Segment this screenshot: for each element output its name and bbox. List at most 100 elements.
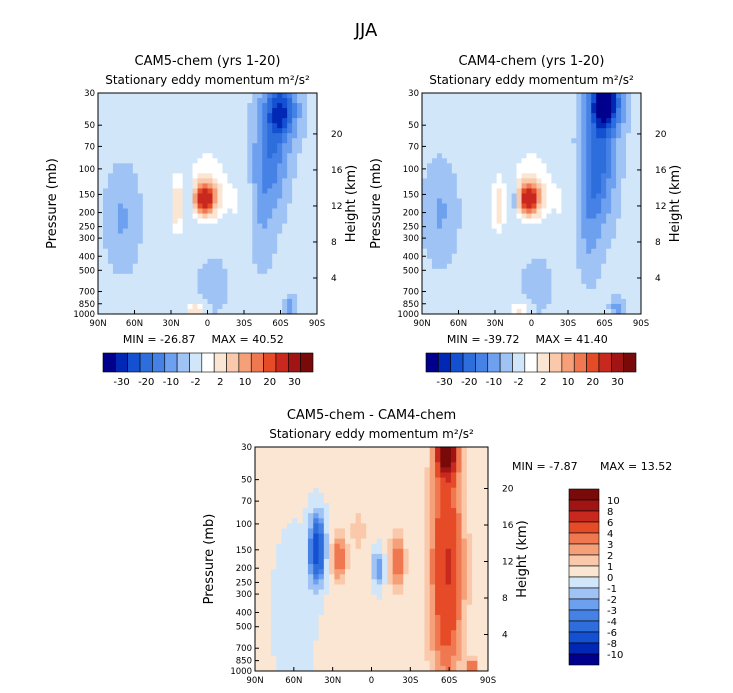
contour-cell — [355, 579, 362, 585]
contour-cell — [360, 569, 367, 575]
contour-cell — [345, 594, 351, 601]
contour-cell — [212, 273, 218, 280]
contour-cell — [546, 163, 552, 169]
contour-cell — [217, 258, 223, 265]
contour-cell — [606, 263, 612, 270]
contour-cell — [252, 183, 258, 189]
contour-cell — [360, 615, 367, 621]
contour-cell — [117, 283, 124, 290]
contour-cell — [601, 213, 607, 219]
contour-cell — [546, 158, 552, 164]
contour-cell — [207, 198, 213, 204]
contour-cell — [616, 183, 622, 189]
contour-cell — [334, 650, 341, 657]
contour-cell — [242, 248, 248, 255]
contour-cell — [167, 303, 174, 310]
contour-cell — [260, 523, 266, 529]
contour-cell — [596, 158, 602, 164]
contour-cell — [232, 108, 238, 114]
contour-cell — [192, 228, 198, 235]
contour-cell — [147, 288, 154, 295]
contour-cell — [260, 462, 266, 468]
contour-cell — [281, 564, 288, 570]
contour-cell — [257, 148, 263, 154]
contour-cell — [132, 188, 139, 194]
contour-cell — [576, 143, 582, 149]
contour-cell — [257, 248, 263, 255]
contour-cell — [107, 178, 114, 184]
contour-cell — [292, 467, 298, 473]
contour-cell — [329, 457, 335, 463]
contour-cell — [339, 584, 346, 590]
contour-cell — [265, 548, 272, 555]
contour-cell — [566, 223, 572, 230]
contour-cell — [242, 278, 248, 285]
contour-cell — [312, 133, 318, 139]
contour-cell — [329, 640, 335, 646]
contour-cell — [277, 203, 283, 209]
contour-cell — [501, 268, 508, 275]
contour-cell — [132, 223, 139, 230]
contour-cell — [276, 584, 282, 590]
contour-cell — [531, 293, 537, 300]
contour-cell — [566, 163, 572, 169]
contour-cell — [566, 273, 572, 280]
contour-cell — [506, 183, 512, 189]
contour-cell — [431, 263, 438, 270]
contour-cell — [152, 198, 159, 204]
contour-cell — [476, 298, 483, 305]
contour-cell — [596, 173, 602, 179]
contour-cell — [491, 203, 498, 209]
contour-cell — [616, 298, 622, 305]
contour-cell — [496, 293, 503, 300]
contour-cell — [318, 650, 325, 657]
contour-cell — [486, 123, 493, 129]
contour-cell — [576, 248, 582, 255]
contour-cell — [276, 655, 282, 662]
contour-cell — [323, 548, 330, 555]
contour-cell — [506, 243, 512, 250]
contour-cell — [286, 518, 293, 524]
contour-cell — [297, 553, 304, 560]
contour-cell — [476, 288, 483, 295]
contour-cell — [426, 138, 433, 144]
contour-cell — [127, 198, 134, 204]
contour-cell — [451, 283, 458, 290]
contour-cell — [329, 447, 335, 453]
contour-cell — [456, 183, 463, 189]
contour-cell — [302, 604, 309, 611]
contour-cell — [307, 523, 314, 529]
contour-cell — [132, 198, 139, 204]
contour-cell — [626, 288, 632, 295]
contour-cell — [451, 93, 458, 99]
contour-cell — [426, 288, 433, 295]
contour-cell — [312, 128, 318, 134]
contour-cell — [631, 123, 637, 129]
contour-cell — [366, 584, 372, 590]
contour-cell — [318, 518, 325, 524]
contour-cell — [616, 108, 622, 114]
contour-cell — [157, 258, 164, 265]
contour-cell — [182, 178, 188, 184]
contour-cell — [227, 243, 233, 250]
contour-cell — [551, 298, 557, 305]
contour-cell — [312, 253, 318, 260]
contour-cell — [516, 133, 522, 139]
contour-cell — [345, 543, 351, 550]
contour-cell — [132, 258, 139, 265]
contour-cell — [561, 278, 567, 285]
contour-cell — [329, 579, 335, 585]
contour-cell — [323, 564, 330, 570]
contour-cell — [277, 208, 283, 214]
contour-cell — [152, 103, 159, 109]
contour-cell — [616, 223, 622, 230]
contour-cell — [202, 203, 208, 209]
contour-cell — [350, 548, 357, 555]
contour-cell — [98, 218, 104, 224]
contour-cell — [611, 178, 617, 184]
contour-cell — [297, 508, 304, 514]
contour-cell — [431, 208, 438, 214]
contour-cell — [302, 660, 309, 667]
contour-cell — [456, 303, 463, 310]
contour-cell — [506, 268, 512, 275]
